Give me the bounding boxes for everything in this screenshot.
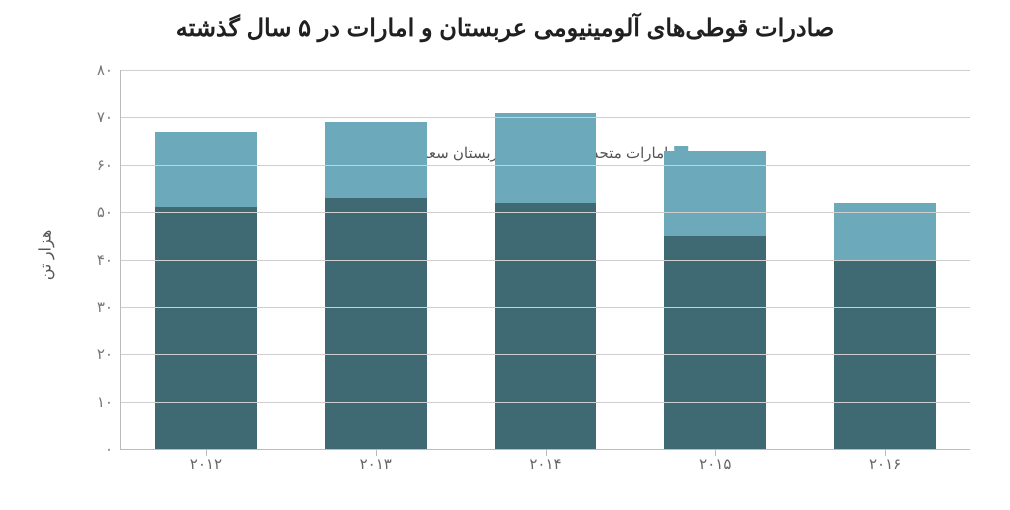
y-tick-label: ۲۰: [97, 345, 113, 363]
gridline: [121, 165, 970, 166]
bar-segment-uae: [155, 132, 257, 208]
bar-segment-saudi: [325, 198, 427, 449]
bar-segment-uae: [325, 122, 427, 198]
gridline: [121, 70, 970, 71]
gridline: [121, 402, 970, 403]
chart-container: صادرات قوطی‌های آلومینیومی عربستان و اما…: [0, 0, 1010, 510]
y-tick-label: ۳۰: [97, 298, 113, 316]
bar-segment-uae: [664, 151, 766, 236]
bar-segment-saudi: [664, 236, 766, 449]
gridline: [121, 212, 970, 213]
y-tick-label: ۵۰: [97, 203, 113, 221]
y-tick-label: ۰: [105, 440, 113, 458]
x-tick-label: ۲۰۱۶: [815, 455, 955, 473]
x-tick-label: ۲۰۱۴: [476, 455, 616, 473]
gridline: [121, 117, 970, 118]
gridline: [121, 260, 970, 261]
chart-title: صادرات قوطی‌های آلومینیومی عربستان و اما…: [0, 14, 1010, 43]
gridline: [121, 354, 970, 355]
bar-segment-saudi: [155, 207, 257, 449]
y-axis-label: هزار تن: [35, 230, 55, 281]
y-tick-label: ۶۰: [97, 156, 113, 174]
gridline: [121, 307, 970, 308]
x-tick-label: ۲۰۱۵: [645, 455, 785, 473]
plot-area: امارات متحده عربی عربستان سعودی ۲۰۱۲۲۰۱۳…: [120, 70, 970, 450]
bar-segment-saudi: [495, 203, 597, 449]
x-tick-label: ۲۰۱۲: [136, 455, 276, 473]
y-tick-label: ۷۰: [97, 108, 113, 126]
y-tick-label: ۱۰: [97, 393, 113, 411]
y-tick-label: ۴۰: [97, 251, 113, 269]
x-tick-label: ۲۰۱۳: [306, 455, 446, 473]
bar-segment-uae: [495, 113, 597, 203]
y-tick-label: ۸۰: [97, 61, 113, 79]
